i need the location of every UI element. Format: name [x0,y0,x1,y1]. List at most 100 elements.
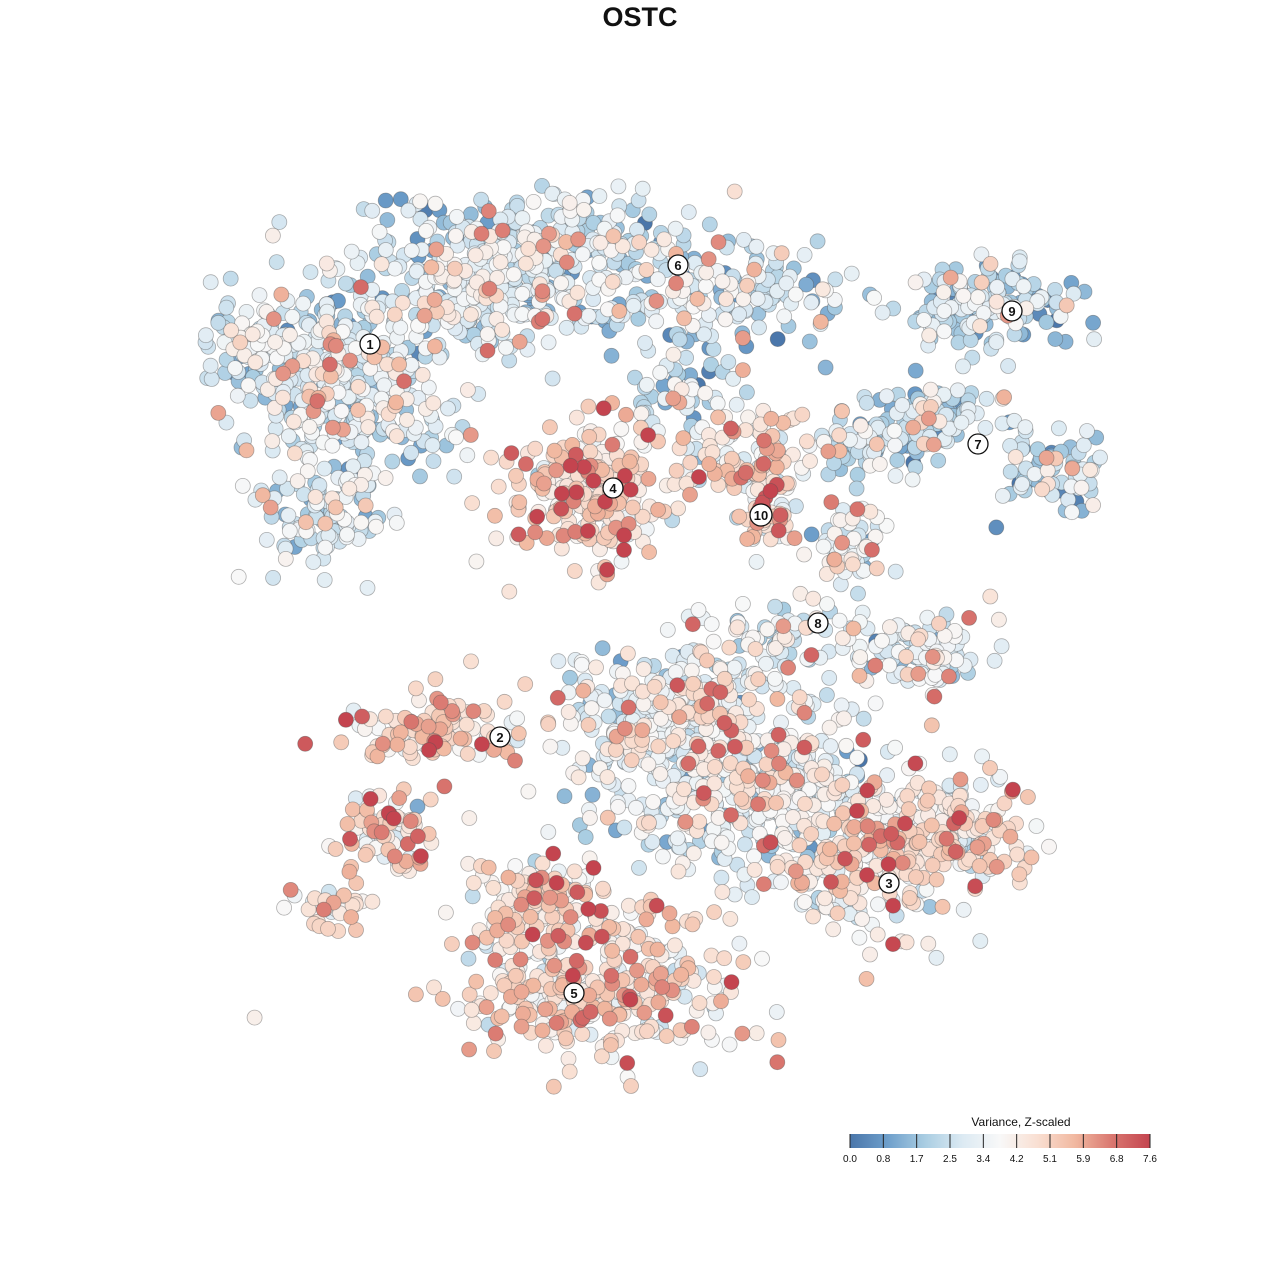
data-point [480,203,497,220]
data-point [258,532,275,548]
data-point [789,772,805,789]
data-point [624,675,640,692]
data-point [561,194,578,211]
data-point [202,274,219,291]
data-point [619,1055,636,1071]
data-point [403,242,420,259]
data-point [581,428,598,445]
data-point [398,411,415,428]
data-point [749,290,766,307]
data-point [634,722,651,739]
data-point [281,326,298,343]
data-point [972,318,988,335]
data-point [1038,314,1055,331]
data-point [428,241,445,258]
data-point [546,957,563,974]
data-point [591,188,608,205]
data-point [633,405,650,422]
data-point [986,652,1003,669]
data-point [776,308,793,325]
colorbar-tick-label: 5.1 [1043,1154,1057,1165]
data-point [834,777,851,793]
data-point [427,671,444,688]
data-point [817,359,834,376]
data-point [368,518,384,535]
data-point [359,580,376,596]
data-point [529,508,545,525]
data-point [508,467,524,484]
data-point [683,662,700,679]
data-point [498,339,514,356]
data-point [641,814,657,831]
data-point [574,750,591,767]
data-point [630,928,647,945]
data-point [611,303,628,320]
colorbar-tick-label: 4.2 [1010,1154,1024,1165]
data-point [692,1061,709,1078]
data-point [991,611,1007,628]
data-point [862,503,879,520]
data-point [695,785,712,801]
data-point [897,815,913,832]
data-point [716,715,733,731]
data-point [640,756,657,773]
data-point [557,1030,574,1047]
data-point [901,890,918,906]
data-point [528,872,544,888]
data-point [210,314,227,331]
data-point [770,1032,787,1048]
data-point [665,390,681,407]
data-point [664,918,681,935]
data-point [339,816,356,832]
data-point [426,338,443,355]
data-point [468,553,485,570]
data-point [671,709,688,725]
data-point [972,777,989,793]
data-point [846,835,862,852]
svg-text:6: 6 [674,258,681,273]
data-point [229,387,246,404]
data-point [247,354,264,371]
data-point [739,531,756,547]
data-point [638,376,655,393]
data-point [525,977,542,994]
data-point [622,481,639,498]
data-point [768,795,784,811]
data-point [978,390,995,407]
data-point [910,666,927,682]
data-point [603,347,620,364]
data-point [916,312,932,328]
data-point [576,201,592,218]
data-point [988,519,1005,536]
data-point [825,921,842,938]
data-point [1064,460,1081,477]
data-point [955,287,972,304]
data-point [585,472,602,489]
data-point [562,909,579,925]
data-point [900,801,917,818]
data-point [494,321,511,338]
data-point [894,855,911,871]
data-point [748,554,765,570]
data-point [486,1043,502,1059]
data-point [520,783,537,800]
data-point [655,848,671,865]
data-point [553,485,570,502]
data-point [645,794,661,810]
data-point [622,991,639,1008]
legend-colorbar: 0.0 0.8 1.7 2.5 3.4 4.2 5.1 5.9 6.8 7.6 [843,1134,1157,1165]
data-point [407,680,424,697]
data-point [967,878,984,895]
data-point [985,812,1002,828]
data-point [791,837,808,854]
data-point [251,287,268,304]
data-point [333,403,350,419]
data-point [709,395,726,412]
data-point [772,507,789,523]
data-point [849,803,865,819]
data-point [905,419,921,436]
data-point [446,468,463,485]
data-point [727,738,743,755]
data-point [637,335,653,351]
chart-title: OSTC [602,2,678,32]
